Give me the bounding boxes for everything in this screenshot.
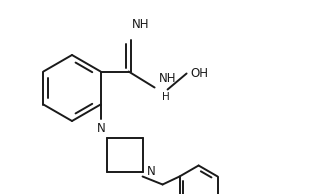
Text: N: N bbox=[97, 122, 106, 135]
Text: NH: NH bbox=[159, 73, 176, 86]
Text: N: N bbox=[147, 165, 155, 178]
Text: NH: NH bbox=[132, 17, 149, 30]
Text: H: H bbox=[162, 93, 169, 102]
Text: OH: OH bbox=[191, 67, 209, 80]
